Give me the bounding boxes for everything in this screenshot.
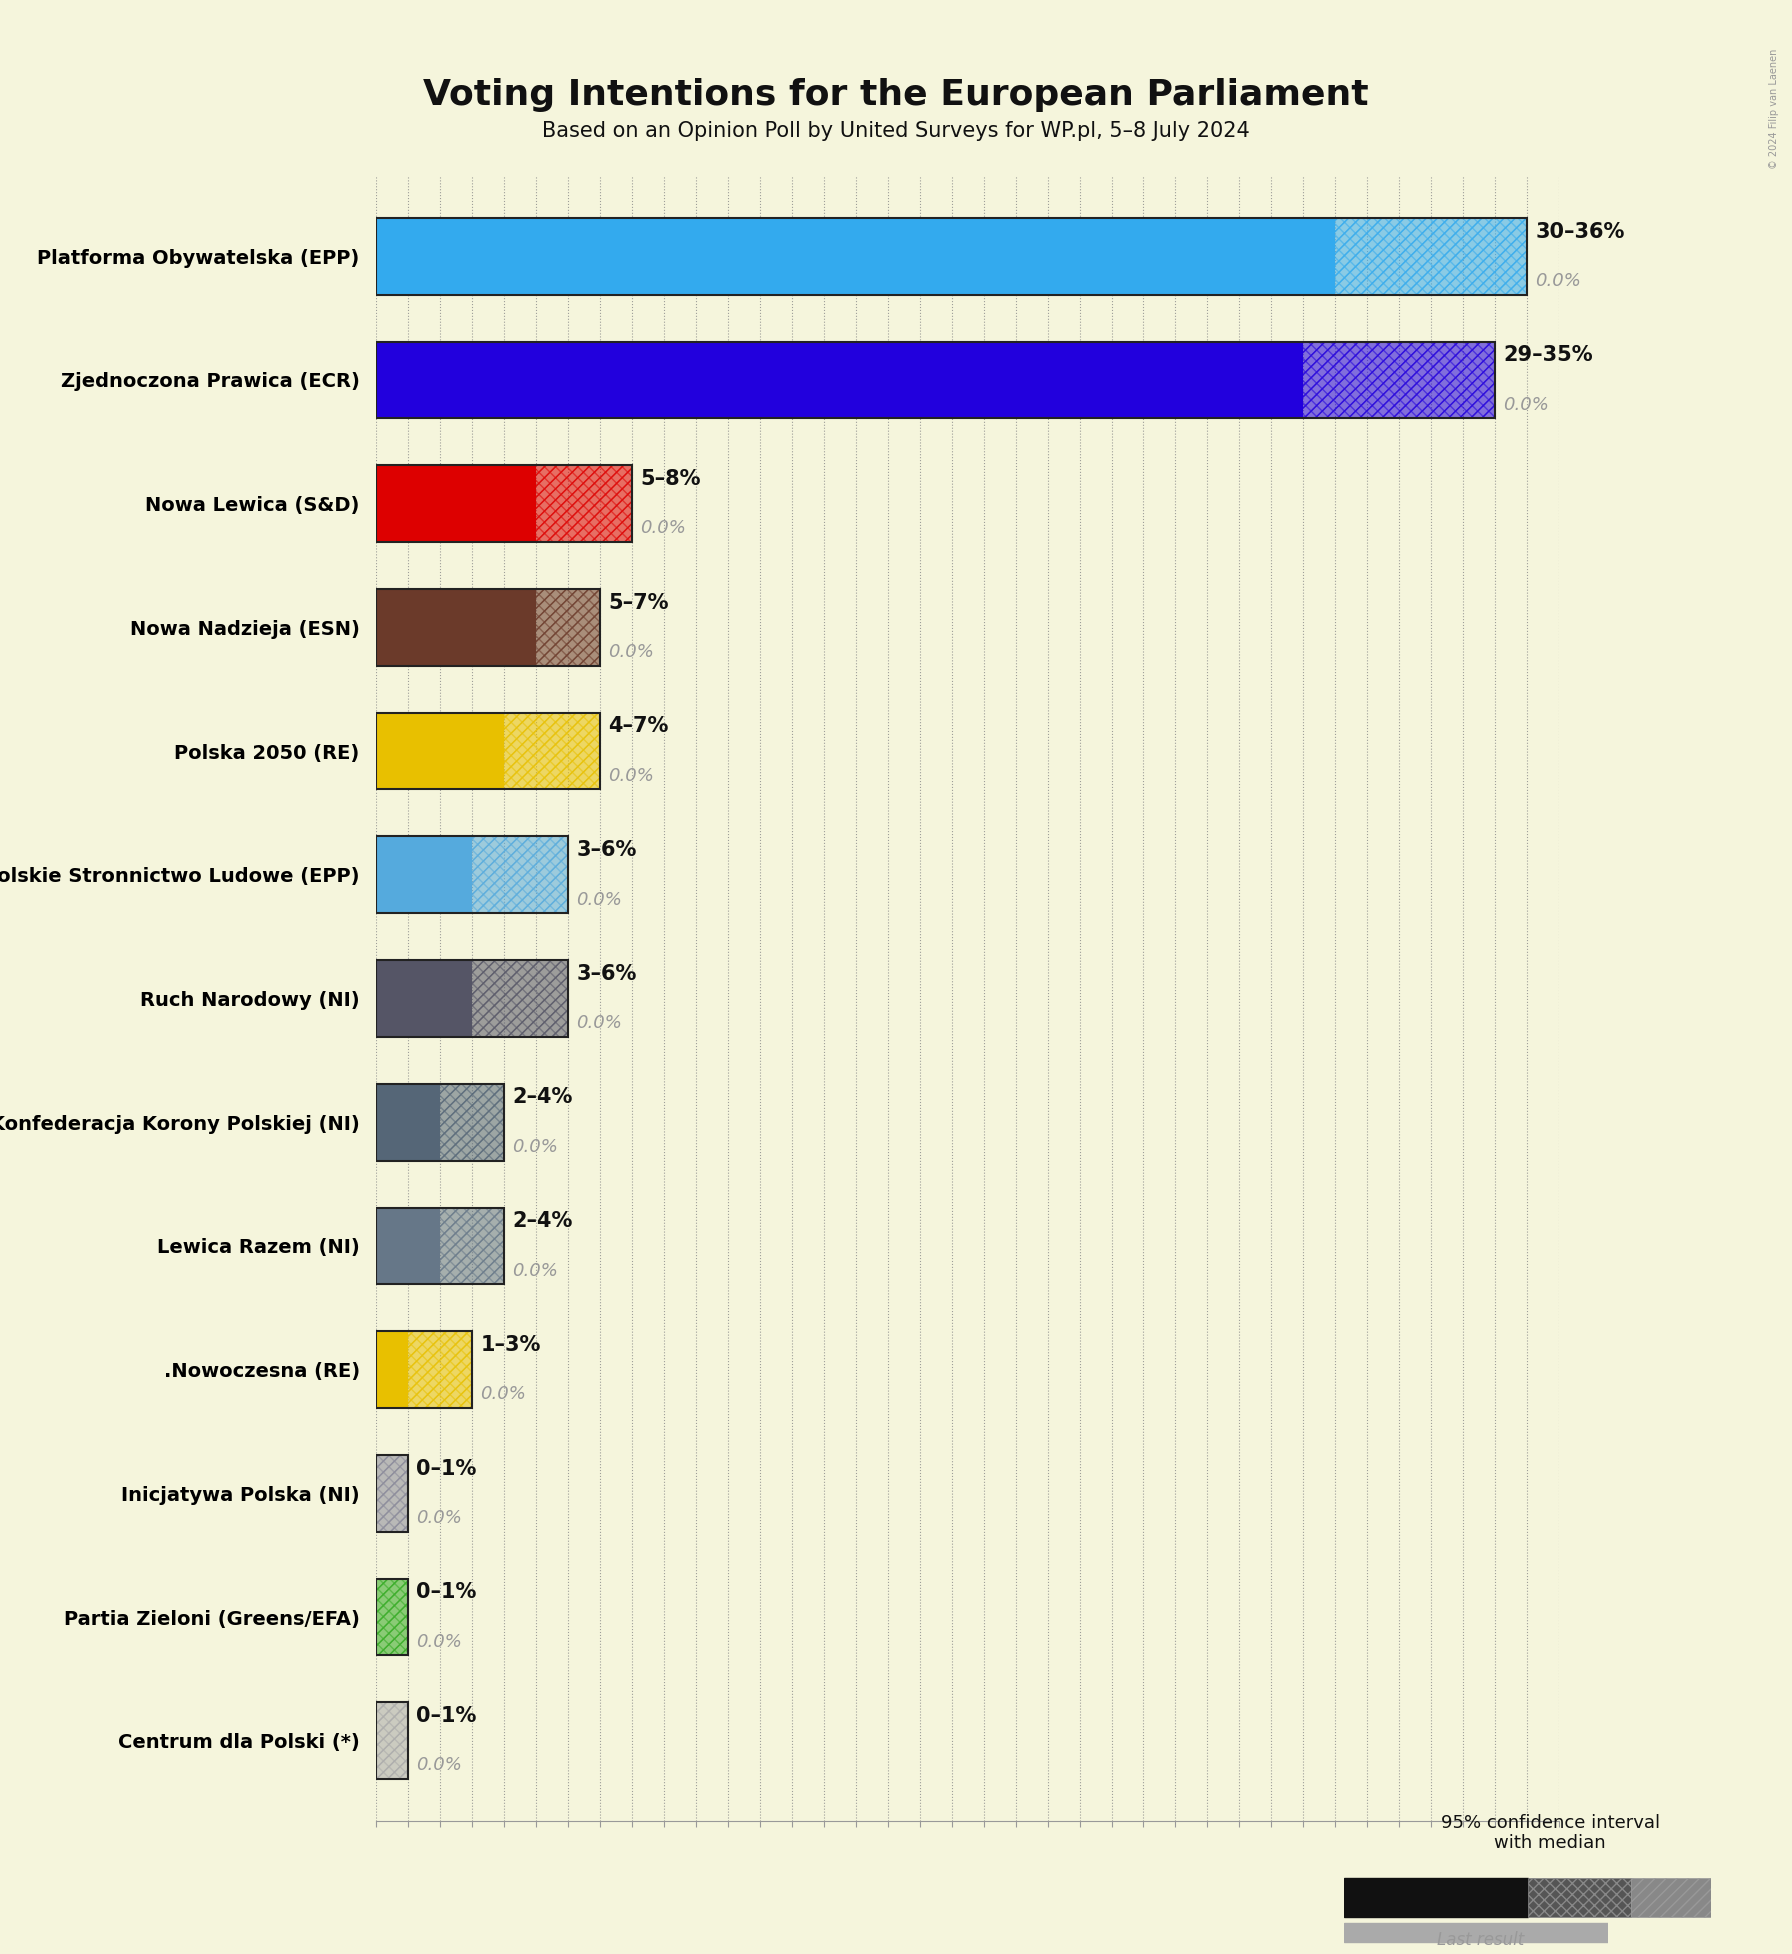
Bar bbox=[1335, 219, 1527, 295]
Bar bbox=[376, 1331, 409, 1409]
Bar bbox=[376, 342, 1495, 418]
Bar bbox=[1335, 219, 1527, 295]
Bar bbox=[473, 836, 568, 913]
Text: 5–7%: 5–7% bbox=[607, 592, 668, 614]
Bar bbox=[376, 465, 633, 541]
Text: Voting Intentions for the European Parliament: Voting Intentions for the European Parli… bbox=[423, 78, 1369, 111]
Bar bbox=[376, 219, 1335, 295]
Text: 3–6%: 3–6% bbox=[575, 963, 636, 983]
Bar bbox=[376, 1579, 409, 1655]
Text: 2–4%: 2–4% bbox=[513, 1211, 573, 1231]
Bar bbox=[376, 713, 600, 789]
Text: 0.0%: 0.0% bbox=[575, 1014, 622, 1032]
Bar bbox=[376, 1702, 409, 1778]
Text: 0.0%: 0.0% bbox=[607, 766, 654, 786]
Text: 3–6%: 3–6% bbox=[575, 840, 636, 860]
Bar bbox=[376, 959, 473, 1038]
Bar bbox=[376, 1084, 441, 1161]
Text: 0.0%: 0.0% bbox=[416, 1634, 462, 1651]
Bar bbox=[376, 1084, 504, 1161]
Bar bbox=[1344, 1878, 1529, 1917]
Text: 4–7%: 4–7% bbox=[607, 717, 668, 737]
Bar bbox=[1344, 1923, 1609, 1942]
Bar bbox=[376, 219, 1527, 295]
Bar bbox=[376, 1456, 409, 1532]
Bar bbox=[473, 959, 568, 1038]
Bar bbox=[376, 836, 568, 913]
Text: 0.0%: 0.0% bbox=[416, 1757, 462, 1774]
Bar bbox=[441, 1084, 504, 1161]
Bar bbox=[376, 588, 600, 666]
Bar bbox=[376, 588, 536, 666]
Bar bbox=[409, 1331, 473, 1409]
Bar bbox=[376, 342, 1303, 418]
Text: 0.0%: 0.0% bbox=[480, 1385, 527, 1403]
Text: 0.0%: 0.0% bbox=[607, 643, 654, 660]
Text: 0.0%: 0.0% bbox=[575, 891, 622, 909]
Text: 2–4%: 2–4% bbox=[513, 1088, 573, 1108]
Bar bbox=[1303, 342, 1495, 418]
Bar bbox=[1529, 1878, 1631, 1917]
Text: Last result: Last result bbox=[1437, 1931, 1523, 1948]
Bar bbox=[536, 465, 633, 541]
Bar bbox=[376, 1456, 409, 1532]
Bar bbox=[376, 713, 504, 789]
Text: 0.0%: 0.0% bbox=[416, 1508, 462, 1528]
Bar bbox=[441, 1084, 504, 1161]
Text: © 2024 Filip van Laenen: © 2024 Filip van Laenen bbox=[1769, 49, 1779, 170]
Bar bbox=[536, 588, 600, 666]
Text: 0–1%: 0–1% bbox=[416, 1458, 477, 1479]
Text: 0.0%: 0.0% bbox=[513, 1137, 557, 1157]
Text: 29–35%: 29–35% bbox=[1503, 346, 1593, 365]
Bar bbox=[376, 1579, 409, 1655]
Bar bbox=[473, 959, 568, 1038]
Bar bbox=[504, 713, 600, 789]
Bar bbox=[1303, 342, 1495, 418]
Text: 0.0%: 0.0% bbox=[1503, 397, 1548, 414]
Text: 0–1%: 0–1% bbox=[416, 1706, 477, 1725]
Bar bbox=[536, 588, 600, 666]
Text: 0.0%: 0.0% bbox=[640, 520, 686, 537]
Bar bbox=[376, 1702, 409, 1778]
Bar bbox=[376, 959, 568, 1038]
Bar bbox=[376, 1579, 409, 1655]
Bar bbox=[376, 836, 473, 913]
Bar bbox=[441, 1208, 504, 1284]
Bar bbox=[376, 1331, 473, 1409]
Text: Based on an Opinion Poll by United Surveys for WP.pl, 5–8 July 2024: Based on an Opinion Poll by United Surve… bbox=[543, 121, 1249, 141]
Bar bbox=[1631, 1878, 1711, 1917]
Text: 1–3%: 1–3% bbox=[480, 1335, 541, 1354]
Text: 95% confidence interval
with median: 95% confidence interval with median bbox=[1441, 1813, 1659, 1852]
Text: 0–1%: 0–1% bbox=[416, 1583, 477, 1602]
Bar bbox=[376, 1208, 441, 1284]
Bar bbox=[409, 1331, 473, 1409]
Bar bbox=[376, 1456, 409, 1532]
Text: 30–36%: 30–36% bbox=[1536, 221, 1624, 242]
Bar bbox=[536, 465, 633, 541]
Text: 0.0%: 0.0% bbox=[1536, 272, 1581, 289]
Bar bbox=[376, 1208, 504, 1284]
Bar bbox=[376, 465, 536, 541]
Bar bbox=[504, 713, 600, 789]
Text: 0.0%: 0.0% bbox=[513, 1262, 557, 1280]
Bar bbox=[441, 1208, 504, 1284]
Bar bbox=[473, 836, 568, 913]
Bar bbox=[376, 1702, 409, 1778]
Text: 5–8%: 5–8% bbox=[640, 469, 701, 488]
